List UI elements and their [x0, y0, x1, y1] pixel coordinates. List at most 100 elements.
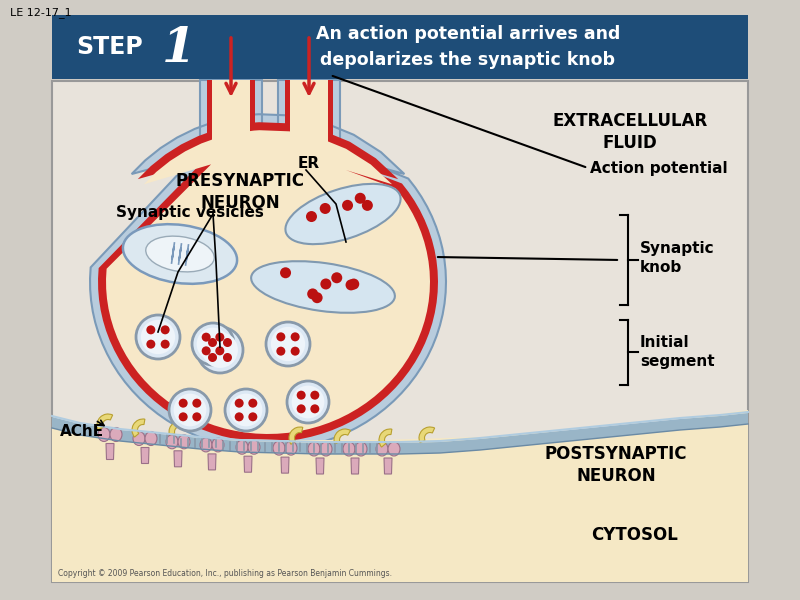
Ellipse shape — [285, 441, 297, 455]
Circle shape — [178, 398, 188, 407]
Circle shape — [174, 394, 206, 427]
Text: EXTRACELLULAR
FLUID: EXTRACELLULAR FLUID — [552, 112, 708, 152]
Circle shape — [223, 338, 232, 347]
Circle shape — [276, 332, 286, 341]
Circle shape — [266, 322, 310, 366]
Circle shape — [202, 346, 210, 355]
Circle shape — [287, 381, 329, 423]
Ellipse shape — [166, 435, 178, 449]
Ellipse shape — [178, 435, 190, 449]
Circle shape — [248, 398, 258, 407]
Circle shape — [169, 389, 211, 431]
Circle shape — [234, 398, 244, 407]
Circle shape — [320, 278, 331, 289]
Circle shape — [362, 200, 373, 211]
Wedge shape — [289, 427, 303, 445]
Circle shape — [348, 278, 359, 290]
Ellipse shape — [146, 236, 214, 272]
Circle shape — [342, 200, 353, 211]
Circle shape — [215, 346, 224, 355]
Ellipse shape — [251, 261, 395, 313]
Circle shape — [234, 412, 244, 421]
Text: Initial
segment: Initial segment — [640, 335, 714, 369]
Wedge shape — [334, 429, 350, 444]
Circle shape — [354, 193, 366, 204]
Circle shape — [297, 404, 306, 413]
Circle shape — [178, 412, 188, 421]
Wedge shape — [169, 421, 186, 435]
Circle shape — [161, 325, 170, 334]
Wedge shape — [419, 427, 434, 443]
Text: An action potential arrives and: An action potential arrives and — [316, 25, 620, 43]
Circle shape — [320, 203, 330, 214]
Ellipse shape — [355, 442, 367, 456]
Circle shape — [215, 332, 224, 341]
Circle shape — [225, 389, 267, 431]
Polygon shape — [141, 448, 149, 463]
Bar — [52, 15, 748, 79]
Circle shape — [312, 292, 322, 303]
Circle shape — [146, 340, 155, 349]
Ellipse shape — [308, 442, 320, 456]
Ellipse shape — [145, 431, 157, 445]
Circle shape — [192, 412, 202, 421]
Circle shape — [146, 325, 155, 334]
Text: Synaptic vesicles: Synaptic vesicles — [116, 205, 264, 220]
Polygon shape — [384, 458, 392, 474]
Circle shape — [192, 398, 202, 407]
Circle shape — [208, 338, 217, 347]
Circle shape — [331, 272, 342, 283]
Text: depolarizes the synaptic knob: depolarizes the synaptic knob — [321, 51, 615, 69]
Circle shape — [297, 391, 306, 400]
Ellipse shape — [376, 442, 388, 456]
Ellipse shape — [248, 440, 260, 454]
Wedge shape — [132, 419, 145, 437]
Polygon shape — [52, 410, 748, 582]
Circle shape — [310, 391, 319, 400]
Circle shape — [306, 211, 317, 222]
Circle shape — [230, 394, 262, 427]
Ellipse shape — [388, 442, 400, 456]
Circle shape — [290, 332, 300, 341]
Ellipse shape — [123, 224, 237, 284]
Text: 1: 1 — [162, 25, 196, 73]
Circle shape — [292, 386, 324, 418]
Ellipse shape — [236, 440, 248, 454]
Text: CYTOSOL: CYTOSOL — [591, 526, 678, 544]
Bar — [52, 81, 748, 582]
Circle shape — [192, 323, 234, 365]
Circle shape — [346, 280, 357, 290]
Circle shape — [280, 267, 291, 278]
Circle shape — [310, 404, 319, 413]
Polygon shape — [90, 80, 446, 450]
Text: Action potential: Action potential — [590, 160, 728, 175]
Ellipse shape — [212, 438, 224, 452]
Circle shape — [223, 353, 232, 362]
Text: STEP: STEP — [76, 35, 142, 59]
Circle shape — [271, 327, 305, 361]
Ellipse shape — [273, 441, 285, 455]
Polygon shape — [351, 458, 359, 474]
Circle shape — [141, 320, 175, 354]
Circle shape — [290, 347, 300, 356]
Text: LE 12-17_1: LE 12-17_1 — [10, 7, 72, 18]
Text: PRESYNAPTIC
NEURON: PRESYNAPTIC NEURON — [175, 172, 305, 212]
Text: Copyright © 2009 Pearson Education, Inc., publishing as Pearson Benjamin Cumming: Copyright © 2009 Pearson Education, Inc.… — [58, 569, 392, 578]
Circle shape — [208, 353, 217, 362]
Circle shape — [276, 347, 286, 356]
Circle shape — [248, 412, 258, 421]
Ellipse shape — [343, 442, 355, 456]
Circle shape — [202, 332, 238, 368]
Circle shape — [197, 327, 243, 373]
Polygon shape — [106, 443, 114, 460]
Circle shape — [197, 328, 230, 361]
Text: AChE: AChE — [60, 424, 104, 439]
Polygon shape — [174, 451, 182, 467]
Ellipse shape — [133, 431, 145, 445]
Polygon shape — [106, 80, 430, 434]
Ellipse shape — [286, 184, 401, 244]
Circle shape — [136, 315, 180, 359]
Circle shape — [202, 332, 210, 341]
Polygon shape — [244, 456, 252, 472]
Polygon shape — [208, 454, 216, 470]
